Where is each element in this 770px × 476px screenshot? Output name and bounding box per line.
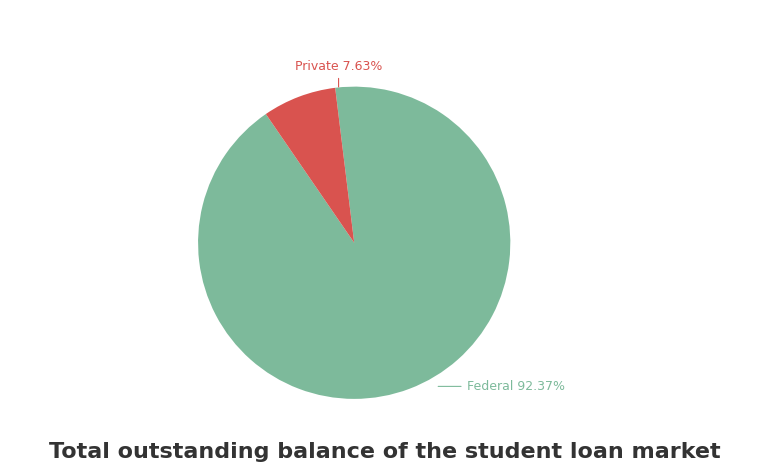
Wedge shape	[198, 87, 511, 399]
Text: Total outstanding balance of the student loan market: Total outstanding balance of the student…	[49, 442, 721, 462]
Text: Federal 92.37%: Federal 92.37%	[438, 380, 564, 393]
Wedge shape	[266, 88, 354, 243]
Text: Private 7.63%: Private 7.63%	[295, 60, 382, 87]
